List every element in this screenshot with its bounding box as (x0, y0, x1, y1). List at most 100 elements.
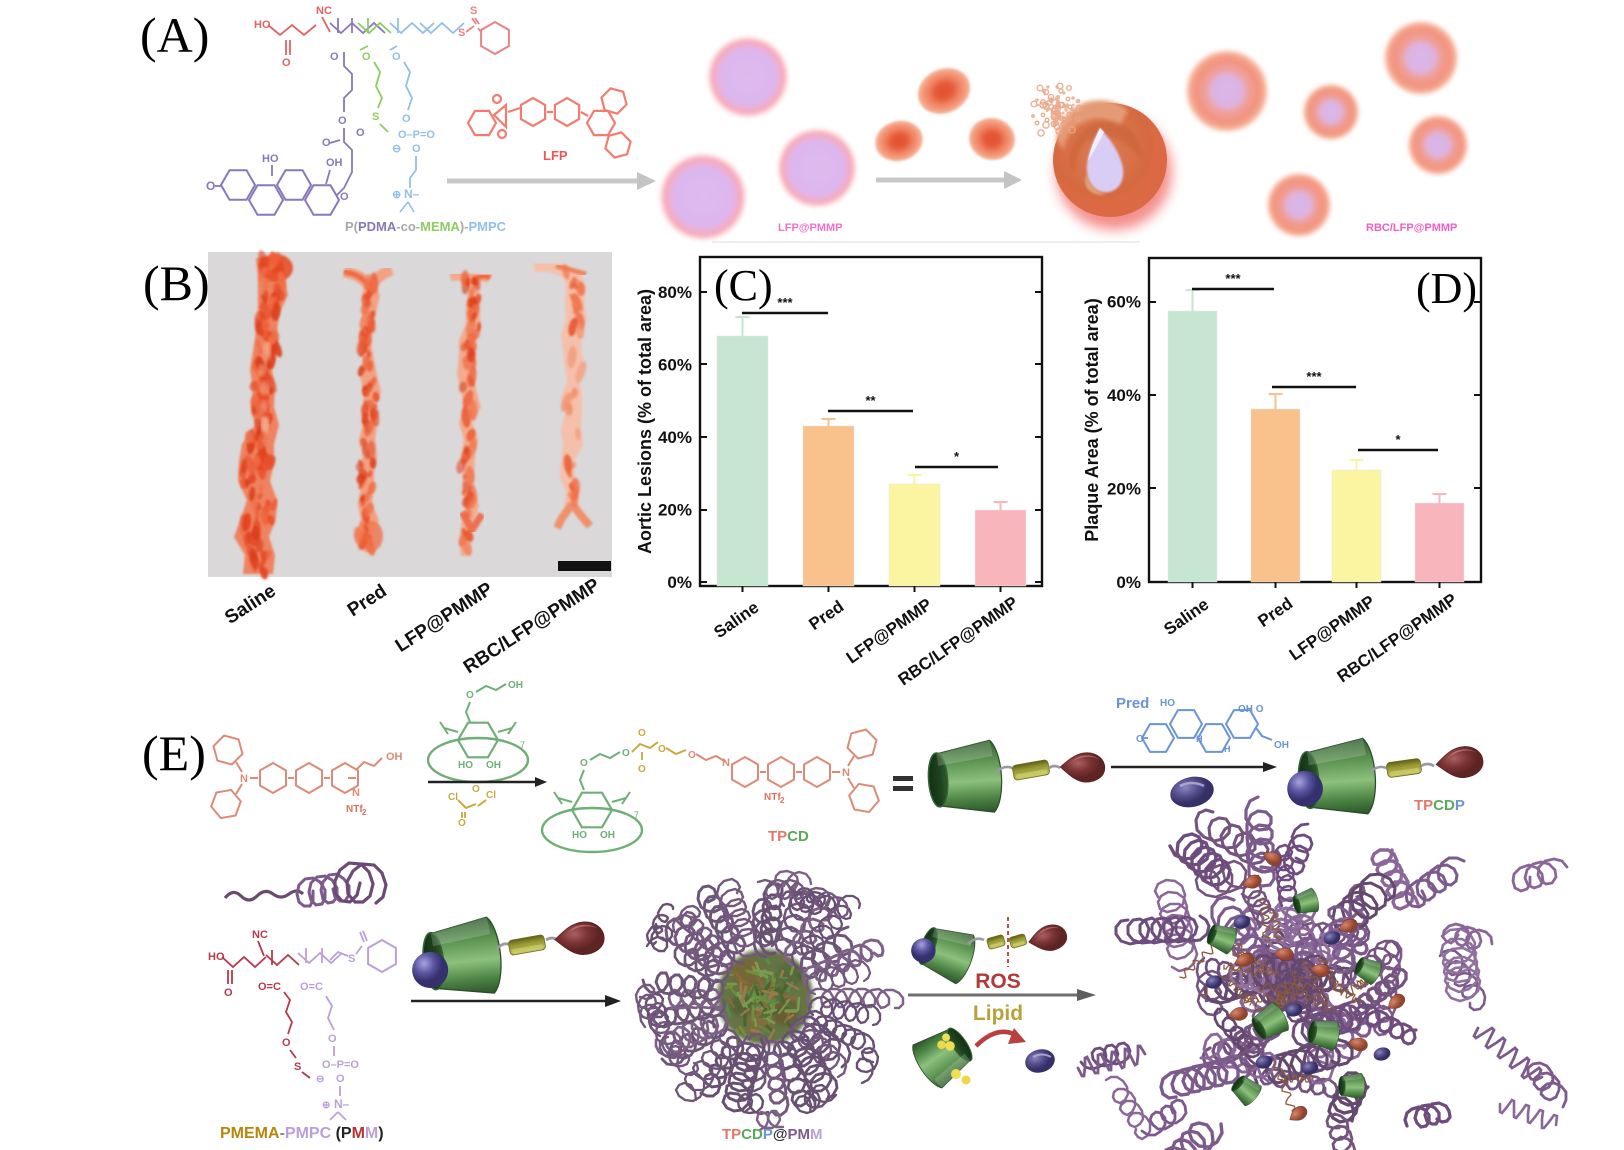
svg-text:OH: OH (386, 751, 403, 763)
svg-text:2: 2 (780, 796, 785, 805)
svg-text:O: O (622, 748, 630, 759)
svg-text:PMEMA-PMPC (PMM): PMEMA-PMPC (PMM) (220, 1125, 384, 1142)
svg-text:⊕: ⊕ (392, 189, 401, 201)
svg-text:N: N (722, 757, 730, 769)
svg-text:*: * (1395, 432, 1401, 447)
svg-text:TPCDP: TPCDP (1414, 797, 1465, 814)
svg-text:O: O (328, 1033, 337, 1045)
svg-text:N–: N– (334, 1097, 350, 1111)
svg-text:Plaque Area (% of total area): Plaque Area (% of total area) (1082, 298, 1102, 541)
svg-text:20%: 20% (658, 501, 692, 520)
svg-text:P(PDMA-co-MEMA)-PMPC: P(PDMA-co-MEMA)-PMPC (345, 219, 507, 234)
svg-text:O: O (638, 764, 646, 775)
svg-text:***: *** (1225, 271, 1241, 286)
svg-text:O: O (638, 728, 646, 739)
svg-text:N: N (240, 773, 248, 785)
svg-text:0%: 0% (667, 573, 692, 592)
svg-text:O: O (580, 758, 588, 769)
svg-text:S: S (294, 1061, 301, 1073)
svg-text:ROS: ROS (975, 970, 1021, 993)
svg-text:S: S (458, 27, 465, 39)
svg-text:LFP@PMMP: LFP@PMMP (778, 222, 843, 234)
svg-text:***: *** (1306, 369, 1322, 384)
svg-text:60%: 60% (658, 356, 692, 375)
svg-text:2: 2 (362, 808, 367, 817)
svg-text:O: O (412, 143, 421, 155)
svg-text:OH: OH (508, 680, 523, 691)
svg-text:S: S (372, 111, 379, 123)
svg-text:O: O (466, 690, 474, 701)
svg-text:(A): (A) (140, 7, 209, 63)
svg-text:O–P=O: O–P=O (398, 129, 435, 141)
svg-text:N–: N– (404, 187, 420, 201)
svg-text:H: H (1196, 734, 1203, 744)
svg-text:***: *** (777, 295, 793, 310)
svg-text:RBC/LFP@PMMP: RBC/LFP@PMMP (1366, 222, 1457, 234)
svg-text:⊖: ⊖ (316, 1074, 324, 1085)
svg-text:O: O (472, 784, 480, 795)
svg-text:O=C: O=C (258, 981, 281, 993)
svg-text:O: O (356, 127, 365, 139)
svg-text:O: O (338, 115, 347, 127)
svg-text:HO: HO (458, 760, 473, 771)
svg-text:OH: OH (326, 157, 343, 169)
svg-text:S: S (470, 5, 477, 17)
svg-text:Aortic Lesions (% of total ar: Aortic Lesions (% of total area) (635, 289, 655, 554)
svg-text:HO: HO (208, 951, 225, 963)
svg-text:O: O (282, 57, 291, 69)
svg-text:40%: 40% (658, 428, 692, 447)
svg-text:Cl: Cl (448, 792, 458, 803)
svg-text:O: O (340, 191, 349, 203)
svg-text:O: O (362, 51, 371, 63)
svg-text:Lipid: Lipid (973, 1002, 1023, 1025)
svg-text:TPCDP@PMM: TPCDP@PMM (722, 1126, 823, 1143)
svg-text:**: ** (865, 393, 876, 408)
svg-text:Cl: Cl (486, 790, 496, 801)
svg-text:7: 7 (634, 810, 639, 820)
svg-text:LFP: LFP (543, 148, 568, 163)
svg-text:O: O (1136, 734, 1144, 745)
svg-text:O: O (458, 818, 466, 829)
svg-text:O: O (206, 179, 215, 193)
svg-text:40%: 40% (1107, 386, 1141, 405)
svg-text:O: O (322, 137, 331, 149)
svg-text:TPCD: TPCD (768, 828, 809, 845)
svg-text:HO: HO (1160, 698, 1175, 709)
svg-text:(C): (C) (714, 261, 773, 310)
svg-text:NC: NC (316, 5, 332, 17)
svg-text:OH: OH (486, 760, 501, 771)
svg-text:O: O (392, 51, 401, 63)
svg-text:O: O (658, 744, 666, 755)
svg-text:O: O (330, 51, 339, 63)
svg-text:OH: OH (600, 830, 615, 841)
svg-text:Pred: Pred (1116, 695, 1149, 712)
svg-text:7: 7 (520, 740, 525, 750)
svg-text:80%: 80% (658, 283, 692, 302)
svg-text:*: * (954, 449, 960, 464)
svg-text:NTf: NTf (346, 804, 363, 815)
svg-text:NTf: NTf (764, 792, 781, 803)
svg-text:O: O (336, 1073, 345, 1085)
svg-text:0%: 0% (1116, 573, 1141, 592)
svg-text:HO: HO (262, 153, 279, 165)
svg-text:N: N (842, 767, 850, 779)
svg-text:N: N (352, 787, 360, 799)
svg-text:NC: NC (252, 929, 268, 941)
svg-text:O–P=O: O–P=O (322, 1059, 359, 1071)
svg-text:⊖: ⊖ (392, 143, 401, 155)
svg-text:60%: 60% (1107, 293, 1141, 312)
svg-text:O: O (224, 987, 233, 999)
svg-text:H: H (1224, 744, 1231, 754)
svg-text:⊕: ⊕ (322, 1100, 330, 1111)
svg-text:OH: OH (1274, 740, 1289, 751)
svg-text:(D): (D) (1416, 264, 1477, 313)
svg-text:OH O: OH O (1238, 704, 1264, 715)
svg-text:20%: 20% (1107, 480, 1141, 499)
svg-text:O: O (402, 113, 411, 125)
svg-text:HO: HO (254, 19, 271, 31)
svg-text:O: O (282, 1037, 291, 1049)
svg-text:O=C: O=C (300, 981, 323, 993)
svg-text:HO: HO (572, 830, 587, 841)
svg-text:(E): (E) (142, 725, 206, 781)
svg-text:(B): (B) (143, 255, 210, 311)
